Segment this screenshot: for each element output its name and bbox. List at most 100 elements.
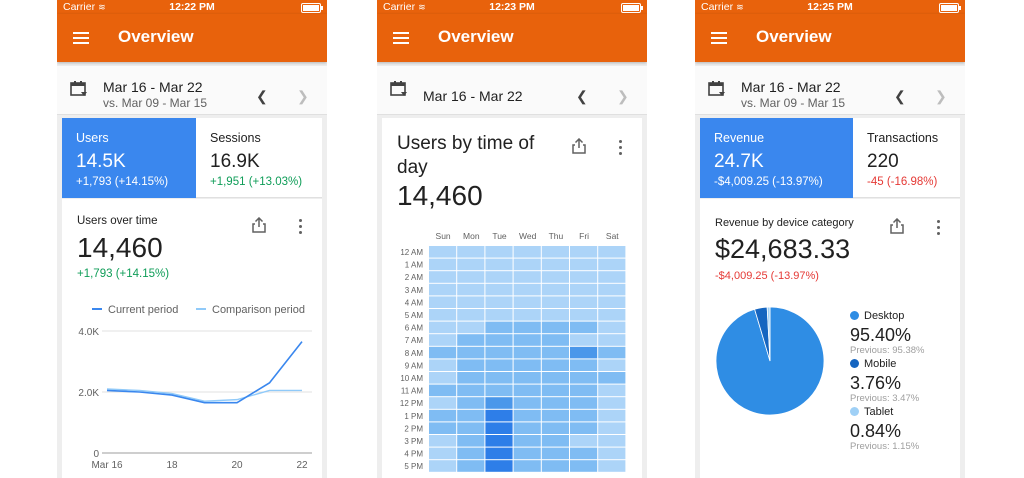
heatmap-cell <box>485 258 513 271</box>
heatmap-cell <box>570 435 598 447</box>
heatmap-cell <box>513 359 541 371</box>
heatmap-cell <box>541 246 569 258</box>
day-label: Fri <box>579 231 589 241</box>
card-title: Users over time <box>77 215 158 227</box>
next-period-button[interactable]: ❯ <box>297 88 309 104</box>
date-range-comparison: vs. Mar 09 - Mar 15 <box>741 96 846 110</box>
hour-label: 9 AM <box>405 361 424 370</box>
kpi-change: -45 (-16.98%) <box>867 176 938 188</box>
heatmap-cell <box>485 435 513 447</box>
card-change: -$4,009.25 (-13.97%) <box>715 270 819 282</box>
kpi-card: Users 14.5K +1,793 (+14.15%) Sessions 16… <box>62 118 322 198</box>
date-range-selector[interactable]: Mar 16 - Mar 22 ❮ ❯ <box>377 66 647 115</box>
hour-label: 3 AM <box>405 286 424 295</box>
kpi-revenue[interactable]: Revenue 24.7K -$4,009.25 (-13.97%) <box>700 118 853 198</box>
previous-period-button[interactable]: ❮ <box>576 88 588 104</box>
heatmap-cell <box>513 372 541 384</box>
heatmap-cell <box>457 397 485 409</box>
day-label: Mon <box>463 231 480 241</box>
wifi-icon: ≋ <box>98 2 106 12</box>
hour-label: 5 AM <box>405 311 424 320</box>
heatmap-cell <box>598 372 626 384</box>
more-options-icon[interactable] <box>937 220 941 238</box>
share-icon[interactable] <box>572 138 586 154</box>
share-icon[interactable] <box>890 218 904 234</box>
heatmap-cell <box>570 422 598 434</box>
next-period-button[interactable]: ❯ <box>617 88 629 104</box>
heatmap-cell <box>513 246 541 258</box>
status-time: 12:22 PM <box>169 1 215 13</box>
heatmap-cell <box>429 372 457 384</box>
legend-label: Tablet <box>864 405 894 418</box>
date-range-selector[interactable]: Mar 16 - Mar 22 vs. Mar 09 - Mar 15 ❮ ❯ <box>695 66 965 115</box>
heatmap-cell <box>457 435 485 447</box>
status-time: 12:25 PM <box>807 1 853 13</box>
menu-icon[interactable] <box>393 32 409 44</box>
heatmap-cell <box>541 460 569 472</box>
x-tick-label: 18 <box>166 460 178 471</box>
y-tick-label: 0 <box>93 449 99 460</box>
carrier-label: Carrier ≋ <box>701 1 744 13</box>
kpi-label: Transactions <box>867 131 939 145</box>
date-range-primary: Mar 16 - Mar 22 <box>423 88 523 104</box>
wifi-icon: ≋ <box>736 2 744 12</box>
share-icon[interactable] <box>252 217 266 233</box>
heatmap-cell <box>513 397 541 409</box>
app-title: Overview <box>438 27 514 46</box>
hour-label: 8 AM <box>405 349 424 358</box>
previous-period-button[interactable]: ❮ <box>256 88 268 104</box>
heatmap-cell <box>457 309 485 321</box>
hour-label: 10 AM <box>400 374 423 383</box>
kpi-transactions[interactable]: Transactions 220 -45 (-16.98%) <box>853 118 960 198</box>
more-options-icon[interactable] <box>299 219 303 237</box>
kpi-change: -$4,009.25 (-13.97%) <box>714 176 823 188</box>
calendar-icon[interactable] <box>70 81 88 97</box>
menu-icon[interactable] <box>711 32 727 44</box>
heatmap-cell <box>598 447 626 460</box>
heatmap-cell <box>485 447 513 460</box>
kpi-value: 24.7K <box>714 151 764 172</box>
menu-icon[interactable] <box>73 32 89 44</box>
heatmap-cell <box>429 460 457 472</box>
heatmap-cell <box>429 346 457 359</box>
heatmap-cell <box>429 283 457 296</box>
hour-label: 7 AM <box>405 336 424 345</box>
kpi-sessions[interactable]: Sessions 16.9K +1,951 (+13.03%) <box>196 118 322 198</box>
date-range-selector[interactable]: Mar 16 - Mar 22 vs. Mar 09 - Mar 15 ❮ ❯ <box>57 66 327 115</box>
phone-screen-users: Carrier ≋ 12:22 PM Overview Mar 16 - Mar … <box>57 0 327 478</box>
heatmap-cell <box>429 422 457 434</box>
heatmap-cell <box>513 309 541 321</box>
heatmap-cell <box>513 346 541 359</box>
heatmap-cell <box>598 246 626 258</box>
heatmap-cell <box>598 422 626 434</box>
heatmap-cell <box>485 283 513 296</box>
heatmap-cell <box>429 359 457 371</box>
heatmap-cell <box>598 296 626 308</box>
heatmap-cell <box>457 334 485 346</box>
heatmap-cell <box>570 283 598 296</box>
legend-dot <box>850 407 859 417</box>
kpi-label: Sessions <box>210 131 261 145</box>
heatmap-cell <box>429 246 457 258</box>
kpi-value: 14.5K <box>76 151 126 172</box>
calendar-icon[interactable] <box>390 81 408 97</box>
heatmap-cell <box>598 346 626 359</box>
heatmap-cell <box>485 384 513 397</box>
hour-label: 12 AM <box>400 248 423 257</box>
series-line-current <box>106 341 303 404</box>
heatmap-cell <box>570 384 598 397</box>
heatmap-cell <box>541 447 569 460</box>
kpi-users[interactable]: Users 14.5K +1,793 (+14.15%) <box>62 118 196 198</box>
date-range-comparison: vs. Mar 09 - Mar 15 <box>103 96 208 110</box>
heatmap-cell <box>541 283 569 296</box>
heatmap-cell <box>429 384 457 397</box>
calendar-icon[interactable] <box>708 81 726 97</box>
heatmap-cell <box>429 397 457 409</box>
previous-period-button[interactable]: ❮ <box>894 88 906 104</box>
kpi-value: 16.9K <box>210 151 260 172</box>
card-title: Revenue by device category <box>715 217 854 229</box>
next-period-button[interactable]: ❯ <box>935 88 947 104</box>
more-options-icon[interactable] <box>619 140 623 158</box>
heatmap-cell <box>598 435 626 447</box>
heatmap-cell <box>513 334 541 346</box>
